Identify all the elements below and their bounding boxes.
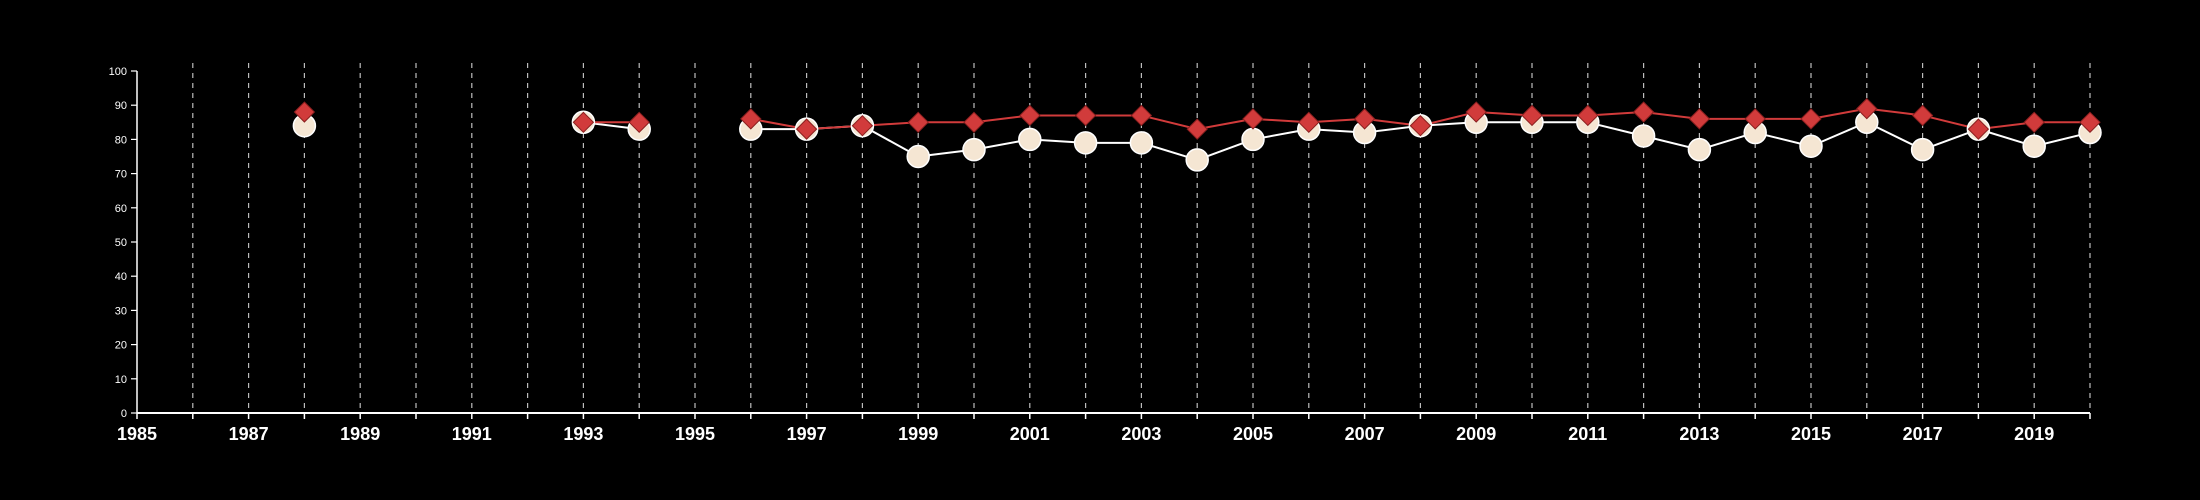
x-tick-label: 1985: [117, 424, 157, 444]
x-tick-label: 2011: [1568, 424, 1607, 444]
x-tick-label: 2013: [1679, 424, 1719, 444]
x-tick-label: 1995: [675, 424, 715, 444]
x-tick-label: 1989: [340, 424, 380, 444]
x-tick-label: 1997: [787, 424, 827, 444]
y-tick-label: 100: [109, 66, 127, 78]
series-1-point-2012: [1631, 124, 1656, 148]
x-tick-label: 2007: [1345, 424, 1385, 444]
x-tick-label: 2001: [1010, 424, 1050, 444]
series-2-point-2002: [1074, 104, 1097, 127]
series-2-point-2004: [1186, 118, 1208, 140]
y-tick-label: 20: [115, 340, 127, 352]
series-2-point-2010: [1521, 104, 1543, 127]
series-2-point-1998: [851, 115, 874, 137]
x-tick-label: 2005: [1233, 424, 1273, 444]
y-tick-label: 80: [115, 134, 127, 146]
series-2-point-1996: [740, 108, 762, 130]
x-tick-label: 1991: [452, 424, 492, 444]
x-tick-label: 2015: [1791, 424, 1831, 444]
y-axis-ticks: 0 10 20 30 40 50 60 70 80 90 100: [109, 66, 137, 420]
series-2-point-2013: [1688, 108, 1711, 130]
x-tick-label: 2017: [1903, 424, 1943, 444]
series-2-point-1994: [628, 111, 650, 134]
series-1-point-2002: [1073, 131, 1098, 155]
series-2-point-2016: [1856, 97, 1878, 120]
series-2-point-2012: [1632, 101, 1655, 123]
series-1-point-2005: [1241, 127, 1265, 152]
y-tick-label: 60: [115, 203, 127, 215]
series-2-point-2005: [1242, 108, 1264, 130]
series-2-point-2020: [2079, 111, 2101, 134]
series-1-point-1999: [906, 144, 930, 169]
series-1-point-2001: [1018, 127, 1042, 152]
series-2-point-2000: [963, 111, 985, 134]
y-tick-label: 70: [115, 169, 127, 181]
y-tick-label: 0: [121, 408, 127, 420]
y-tick-label: 10: [115, 374, 127, 386]
series-1-point-2004: [1185, 148, 1209, 172]
series-1-point-2003: [1129, 131, 1154, 155]
y-tick-label: 90: [115, 100, 127, 112]
series-2-point-2006: [1298, 111, 1320, 134]
series-1-point-2015: [1799, 134, 1823, 158]
series-2-point-2001: [1019, 104, 1041, 127]
series-2-point-2007: [1353, 108, 1376, 130]
x-tick-label: 2003: [1121, 424, 1161, 444]
series-2-point-1993: [572, 111, 595, 134]
series-2-segment: [1197, 117, 1254, 131]
series-2-point-2019: [2023, 111, 2045, 134]
series-2-segment: [1141, 114, 1198, 131]
series-2-point-2008: [1409, 115, 1432, 137]
series-2-point-2011: [1577, 104, 1599, 127]
x-tick-label: 2009: [1456, 424, 1496, 444]
x-tick-label: 2019: [2014, 424, 2054, 444]
series-2-point-2018: [1967, 118, 1990, 140]
series-2-point-2003: [1130, 104, 1153, 127]
x-tick-label: 1993: [563, 424, 603, 444]
series-1-point-2000: [962, 137, 986, 162]
series-1-point-2013: [1687, 137, 1712, 162]
series-2-point-1997: [795, 118, 818, 140]
y-tick-label: 30: [115, 305, 127, 317]
grid-lines: [192, 63, 2091, 413]
x-tick-label: 1987: [229, 424, 269, 444]
series-2-point-2017: [1911, 104, 1934, 127]
series-1-point-2017: [1910, 137, 1935, 162]
series-markers: [292, 97, 2102, 172]
series-2-point-2009: [1465, 101, 1487, 123]
x-tick-label: 1999: [898, 424, 938, 444]
series-1-point-2019: [2022, 134, 2046, 158]
x-axis-ticks: 1985 1987 1989 1991 1993 1995 1997 1999 2001 2003…: [117, 413, 2091, 444]
y-tick-label: 40: [115, 271, 127, 283]
series-2-segment: [1810, 107, 1867, 120]
series-2-point-2015: [1800, 108, 1822, 130]
series-2-point-2014: [1744, 108, 1766, 130]
series-2-point-1988: [293, 101, 316, 123]
series-2-point-1999: [907, 111, 929, 134]
y-tick-label: 50: [115, 237, 127, 249]
